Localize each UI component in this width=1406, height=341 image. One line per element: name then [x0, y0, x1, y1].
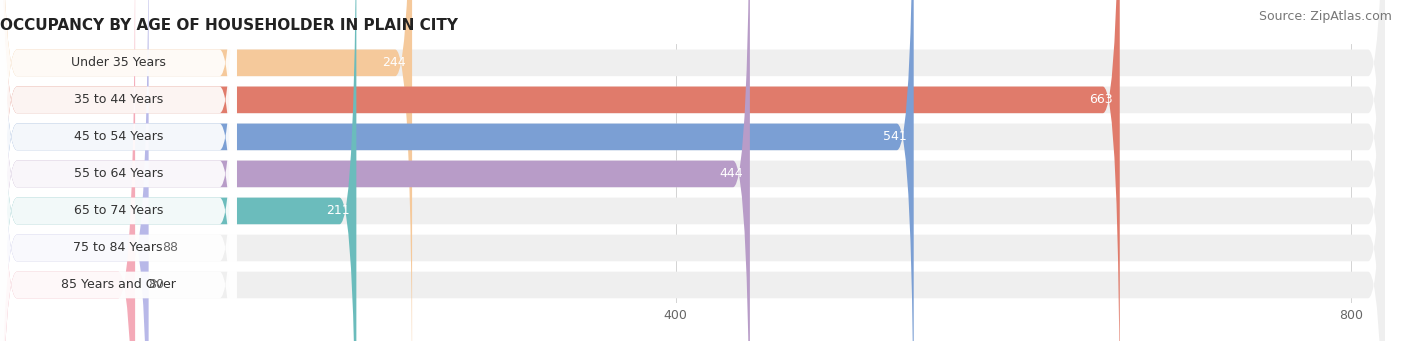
FancyBboxPatch shape	[0, 0, 135, 341]
FancyBboxPatch shape	[0, 0, 236, 341]
FancyBboxPatch shape	[0, 0, 749, 341]
FancyBboxPatch shape	[0, 0, 236, 341]
FancyBboxPatch shape	[0, 0, 356, 341]
FancyBboxPatch shape	[0, 0, 236, 341]
FancyBboxPatch shape	[0, 0, 236, 341]
Text: 85 Years and Over: 85 Years and Over	[60, 279, 176, 292]
Text: 211: 211	[326, 205, 350, 218]
FancyBboxPatch shape	[0, 0, 1119, 341]
Text: 88: 88	[162, 241, 179, 254]
Text: Source: ZipAtlas.com: Source: ZipAtlas.com	[1258, 10, 1392, 23]
Text: 541: 541	[883, 130, 907, 143]
FancyBboxPatch shape	[0, 0, 914, 341]
FancyBboxPatch shape	[0, 0, 236, 341]
Text: 663: 663	[1090, 93, 1114, 106]
FancyBboxPatch shape	[0, 0, 149, 341]
Text: 444: 444	[720, 167, 744, 180]
FancyBboxPatch shape	[0, 0, 236, 341]
Text: 55 to 64 Years: 55 to 64 Years	[73, 167, 163, 180]
Text: 75 to 84 Years: 75 to 84 Years	[73, 241, 163, 254]
FancyBboxPatch shape	[0, 0, 236, 341]
Text: 45 to 54 Years: 45 to 54 Years	[73, 130, 163, 143]
Text: 65 to 74 Years: 65 to 74 Years	[73, 205, 163, 218]
Text: 35 to 44 Years: 35 to 44 Years	[73, 93, 163, 106]
Text: 80: 80	[149, 279, 165, 292]
Text: 244: 244	[381, 56, 405, 69]
FancyBboxPatch shape	[0, 0, 412, 341]
Text: Under 35 Years: Under 35 Years	[70, 56, 166, 69]
Text: OCCUPANCY BY AGE OF HOUSEHOLDER IN PLAIN CITY: OCCUPANCY BY AGE OF HOUSEHOLDER IN PLAIN…	[0, 18, 458, 33]
